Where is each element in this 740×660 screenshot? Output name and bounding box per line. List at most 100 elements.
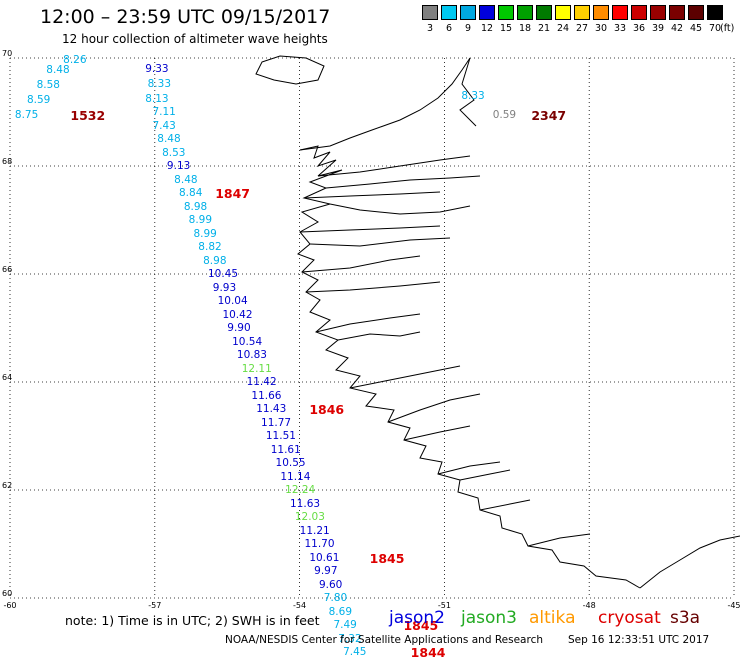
wave-height-value: 8.69 [328, 605, 353, 618]
fjord-16 [479, 499, 531, 511]
legend-label: 21 [537, 23, 551, 34]
wave-height-value: 9.33 [145, 62, 169, 75]
lat-tick-label: 70 [2, 49, 12, 58]
wave-height-value: 10.55 [275, 457, 306, 469]
wave-height-value: 7.80 [323, 592, 348, 604]
legend-swatch [593, 5, 609, 20]
wave-height-value: 8.99 [188, 214, 213, 226]
island-disko [255, 55, 325, 85]
satellite-cryosat: cryosat [598, 608, 661, 628]
satellite-s3a: s3a [670, 608, 701, 628]
legend-swatch [479, 5, 495, 20]
pass-time-label: 1844 [410, 645, 446, 660]
coast-main [297, 145, 641, 589]
legend-swatch [707, 5, 723, 20]
coast-east [639, 535, 740, 589]
wave-height-value: 11.63 [290, 497, 321, 510]
satellite-jason3: jason3 [461, 608, 517, 628]
legend-swatch [555, 5, 571, 20]
wave-height-value: 11.42 [246, 376, 277, 388]
legend-label: 30 [594, 23, 608, 34]
wave-height-value: 10.61 [309, 551, 340, 564]
legend-label: 6 [445, 23, 453, 34]
legend-label: 39 [651, 23, 665, 34]
lat-tick-label: 66 [2, 265, 12, 274]
fjord-18 [459, 57, 477, 127]
wave-height-value: 8.98 [183, 200, 208, 213]
map-gridlines [9, 57, 735, 599]
fjord-5 [299, 225, 441, 233]
page-subtitle: 12 hour collection of altimeter wave hei… [62, 32, 328, 46]
lat-tick-label: 64 [2, 373, 12, 382]
legend-label: 24 [556, 23, 570, 34]
legend-swatch [536, 5, 552, 20]
page-title: 12:00 – 23:59 UTC 09/15/2017 [40, 6, 331, 28]
legend-label: 18 [518, 23, 532, 34]
legend-swatch [498, 5, 514, 20]
legend-unit: (ft) [720, 23, 735, 34]
greenland-coastline [255, 55, 740, 589]
fjord-12 [387, 393, 481, 423]
pass-time-label: 2347 [531, 107, 567, 123]
lat-tick-label: 62 [2, 481, 12, 490]
legend-swatch [650, 5, 666, 20]
wave-height-value: 9.90 [227, 322, 251, 334]
legend-label: 36 [632, 23, 646, 34]
wave-height-value: 8.98 [203, 254, 227, 267]
wave-height-value: 11.77 [261, 416, 292, 429]
legend-label: 12 [480, 23, 494, 34]
wave-height-value: 8.75 [14, 108, 39, 121]
fjord-14 [437, 461, 501, 475]
wave-height-value: 8.48 [46, 63, 70, 76]
wave-height-value: 10.83 [236, 349, 267, 361]
legend-label: 42 [670, 23, 684, 34]
wave-height-value: 12.11 [241, 362, 272, 375]
wave-height-value: 8.59 [26, 94, 51, 107]
wave-height-value: 9.93 [212, 281, 237, 294]
wave-height-value: 10.54 [232, 335, 263, 348]
wave-height-value: 8.84 [179, 187, 203, 199]
wave-height-value: 7.43 [152, 119, 176, 132]
wave-height-value: 9.97 [314, 565, 338, 577]
fjord-2 [325, 175, 481, 189]
fjord-6 [309, 237, 451, 247]
fjord-8 [305, 281, 441, 293]
legend-label: 27 [575, 23, 589, 34]
fjord-4 [329, 203, 471, 215]
wave-height-value: 8.48 [174, 173, 198, 186]
generated-timestamp: Sep 16 12:33:51 UTC 2017 [568, 634, 710, 646]
wave-height-value: 11.14 [280, 470, 311, 483]
wave-height-value: 11.61 [270, 443, 301, 456]
wave-height-value: 10.42 [222, 308, 253, 321]
footnote: note: 1) Time is in UTC; 2) SWH is in fe… [65, 613, 320, 628]
wave-height-value: 8.99 [193, 227, 217, 240]
lon-tick-label: -45 [727, 601, 740, 610]
wave-height-value: 8.53 [162, 146, 186, 159]
wave-height-value: 8.82 [198, 241, 222, 253]
legend-swatch [688, 5, 704, 20]
fjord-17 [527, 533, 591, 547]
pass-time-label: 1532 [70, 107, 106, 123]
fjord-10 [337, 331, 421, 341]
wave-height-value: 12.24 [285, 484, 316, 496]
fjord-9 [315, 313, 421, 333]
satellite-altika: altika [529, 608, 576, 628]
legend-label: 3 [426, 23, 434, 34]
wave-height-value: 8.33 [147, 77, 172, 90]
wave-height-value: 0.59 [492, 108, 517, 121]
legend-label: 15 [499, 23, 513, 34]
pass-time-label: 1845 [403, 618, 439, 633]
legend-swatch [574, 5, 590, 20]
fjord-7 [301, 255, 421, 273]
wave-height-value: 10.04 [217, 295, 248, 307]
credit-line: NOAA/NESDIS Center for Satellite Applica… [225, 634, 543, 646]
wave-height-value: 11.43 [256, 403, 287, 415]
lat-tick-label: 68 [2, 157, 12, 166]
wave-height-value: 12.03 [294, 511, 325, 523]
legend-label: 70 [708, 23, 722, 34]
legend-swatch [612, 5, 628, 20]
legend-label: 33 [613, 23, 627, 34]
wave-height-value: 11.70 [304, 538, 335, 550]
lon-tick-label: -60 [3, 601, 16, 610]
